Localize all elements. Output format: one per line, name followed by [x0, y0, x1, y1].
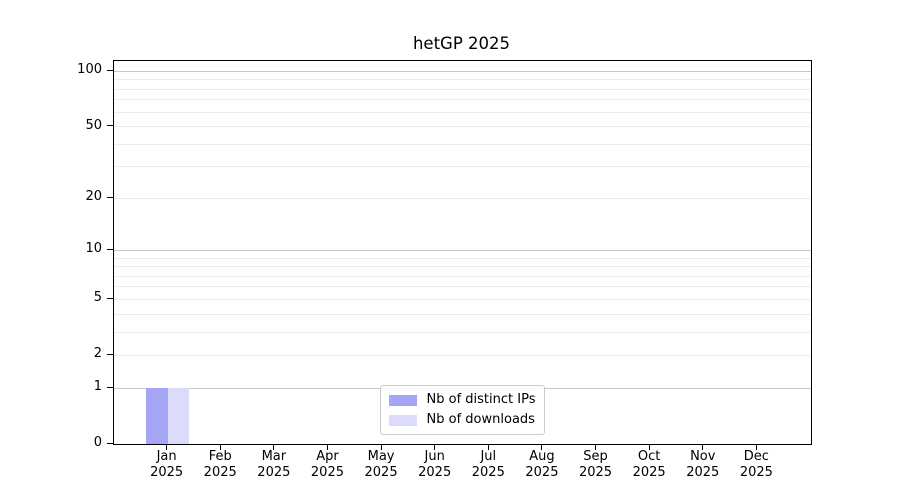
- gridline-minor-80: [114, 88, 811, 90]
- y-tick-2: [107, 353, 113, 355]
- y-tick-label-0: 0: [93, 435, 102, 450]
- x-tick-label-nov: Nov 2025: [686, 449, 720, 480]
- legend: Nb of distinct IPs Nb of downloads: [379, 385, 546, 435]
- gridline-minor-3: [114, 331, 811, 333]
- legend-item-downloads: Nb of downloads: [388, 412, 536, 428]
- gridline-minor-50: [114, 126, 811, 128]
- y-tick-5: [107, 297, 113, 299]
- x-tick-label-jul: Jul 2025: [471, 449, 505, 480]
- x-tick-jul: [487, 444, 489, 450]
- gridline-minor-40: [114, 143, 811, 145]
- y-tick-0: [107, 442, 113, 444]
- bar-nb-of-downloads-jan: [167, 388, 190, 444]
- gridline-minor-30: [114, 166, 811, 168]
- x-tick-label-mar: Mar 2025: [257, 449, 291, 480]
- y-tick-label-50: 50: [85, 117, 102, 133]
- x-tick-label-apr: Apr 2025: [310, 449, 344, 480]
- gridline-minor-5: [114, 298, 811, 300]
- y-tick-label-100: 100: [77, 62, 102, 78]
- gridline-major-10: [114, 249, 811, 251]
- x-tick-oct: [648, 444, 650, 450]
- gridline-minor-4: [114, 313, 811, 315]
- legend-label-downloads: Nb of downloads: [426, 412, 535, 427]
- x-tick-aug: [541, 444, 543, 450]
- gridline-minor-90: [114, 79, 811, 81]
- y-tick-label-20: 20: [85, 189, 102, 205]
- gridline-minor-8: [114, 266, 811, 268]
- gridline-minor-7: [114, 275, 811, 277]
- y-tick-label-2: 2: [93, 346, 102, 362]
- y-tick-20: [107, 196, 113, 198]
- y-tick-label-5: 5: [93, 290, 102, 306]
- y-tick-label-1: 1: [93, 379, 102, 395]
- gridline-minor-9: [114, 257, 811, 259]
- y-tick-1: [107, 386, 113, 388]
- gridline-minor-70: [114, 99, 811, 101]
- x-tick-mar: [273, 444, 275, 450]
- x-tick-may: [380, 444, 382, 450]
- plot-area: Nb of distinct IPs Nb of downloads: [113, 60, 812, 445]
- x-tick-label-sep: Sep 2025: [578, 449, 613, 480]
- gridline-minor-6: [114, 286, 811, 288]
- x-tick-label-jan: Jan 2025: [150, 449, 184, 480]
- x-tick-label-dec: Dec 2025: [739, 449, 773, 480]
- x-tick-dec: [755, 444, 757, 450]
- x-tick-label-oct: Oct 2025: [632, 449, 666, 480]
- legend-swatch-distinct-ips: [388, 394, 417, 406]
- bar-nb-of-distinct-ips-jan: [146, 388, 168, 444]
- x-tick-feb: [219, 444, 221, 450]
- y-tick-10: [107, 248, 113, 250]
- legend-label-distinct-ips: Nb of distinct IPs: [426, 392, 536, 407]
- y-tick-50: [107, 125, 113, 127]
- x-tick-label-may: May 2025: [364, 449, 398, 480]
- gridline-minor-2: [114, 354, 811, 356]
- gridline-minor-20: [114, 197, 811, 199]
- x-tick-jan: [166, 444, 168, 450]
- x-tick-nov: [702, 444, 704, 450]
- legend-item-distinct-ips: Nb of distinct IPs: [388, 392, 536, 408]
- x-tick-label-jun: Jun 2025: [418, 449, 452, 480]
- y-tick-100: [107, 69, 113, 71]
- x-tick-apr: [326, 444, 328, 450]
- x-tick-label-feb: Feb 2025: [203, 449, 237, 480]
- y-tick-label-10: 10: [85, 241, 102, 257]
- legend-swatch-downloads: [388, 414, 417, 426]
- x-tick-sep: [595, 444, 597, 450]
- x-tick-jun: [434, 444, 436, 450]
- gridline-major-100: [114, 70, 811, 72]
- x-tick-label-aug: Aug 2025: [525, 449, 559, 480]
- gridline-minor-60: [114, 111, 811, 113]
- chart-title: hetGP 2025: [412, 34, 511, 53]
